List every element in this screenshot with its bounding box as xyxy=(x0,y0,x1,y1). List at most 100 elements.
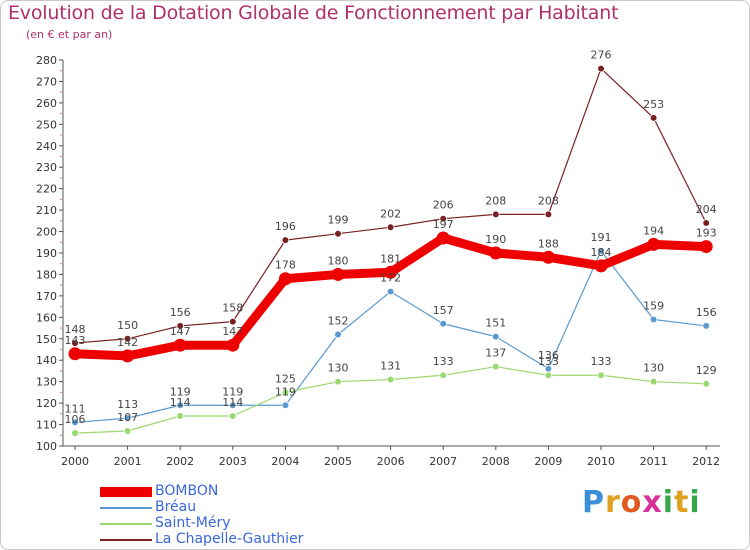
data-label-breau-2002: 119 xyxy=(170,385,191,398)
data-label-breau-2007: 157 xyxy=(433,304,454,317)
point-la-chapelle-gauthier-2002 xyxy=(176,322,185,330)
data-label-breau-2011: 159 xyxy=(643,299,664,312)
x-tick-label-2008: 2008 xyxy=(482,455,510,468)
y-tick-label-270: 270 xyxy=(36,75,57,88)
y-minor-tick-225 xyxy=(60,177,62,179)
legend-swatch-breau xyxy=(100,507,152,509)
x-tick-label-2003: 2003 xyxy=(219,455,247,468)
data-label-bombon-2002: 147 xyxy=(170,325,191,338)
point-saint-mery-2002 xyxy=(176,412,185,420)
point-breau-2004 xyxy=(281,401,290,410)
point-bombon-2005 xyxy=(331,267,345,281)
data-label-la-chapelle-gauthier-2005: 199 xyxy=(328,214,349,227)
x-tick-label-2006: 2006 xyxy=(377,455,405,468)
y-minor-tick-115 xyxy=(60,413,62,415)
data-label-bombon-2009: 188 xyxy=(538,237,559,250)
data-label-bombon-2012: 193 xyxy=(696,227,717,240)
data-label-la-chapelle-gauthier-2007: 206 xyxy=(433,199,454,212)
x-tick-label-2004: 2004 xyxy=(271,455,299,468)
x-tick-label-2009: 2009 xyxy=(534,455,562,468)
y-tick-label-180: 180 xyxy=(36,268,57,281)
data-label-breau-2000: 111 xyxy=(65,402,86,415)
point-la-chapelle-gauthier-2003 xyxy=(229,317,237,326)
y-tick-label-250: 250 xyxy=(36,118,57,131)
x-tick-label-2001: 2001 xyxy=(114,455,142,468)
data-label-bombon-2000: 143 xyxy=(65,334,86,347)
point-breau-2008 xyxy=(491,332,500,341)
data-label-la-chapelle-gauthier-2008: 208 xyxy=(485,194,506,207)
data-label-breau-2009: 136 xyxy=(538,349,559,362)
y-tick-label-110: 110 xyxy=(36,419,57,432)
y-tick-label-260: 260 xyxy=(36,97,57,110)
point-la-chapelle-gauthier-2000 xyxy=(71,339,79,347)
data-label-bombon-2010: 184 xyxy=(591,246,612,259)
point-la-chapelle-gauthier-2005 xyxy=(334,229,342,238)
point-bombon-2011 xyxy=(647,237,661,251)
point-la-chapelle-gauthier-2007 xyxy=(439,214,448,223)
x-tick-label-2000: 2000 xyxy=(61,455,89,468)
data-label-bombon-2004: 178 xyxy=(275,259,296,272)
y-minor-tick-215 xyxy=(60,198,62,201)
point-la-chapelle-gauthier-2008 xyxy=(491,210,500,219)
point-saint-mery-2000 xyxy=(71,429,79,437)
legend-swatch-la-chapelle-gauthier xyxy=(100,539,152,541)
y-minor-tick-265 xyxy=(60,91,62,93)
point-breau-2011 xyxy=(649,315,658,324)
point-la-chapelle-gauthier-2010 xyxy=(597,64,605,73)
point-bombon-2000 xyxy=(68,347,82,361)
point-saint-mery-2001 xyxy=(123,427,132,435)
data-label-bombon-2003: 147 xyxy=(222,325,243,338)
y-tick-label-220: 220 xyxy=(36,183,57,196)
point-bombon-2012 xyxy=(699,240,713,254)
y-tick-label-190: 190 xyxy=(36,247,57,260)
data-label-saint-mery-2004: 125 xyxy=(275,372,296,385)
data-label-saint-mery-2012: 129 xyxy=(696,364,717,377)
y-tick-label-100: 100 xyxy=(36,440,57,453)
data-label-breau-2004: 119 xyxy=(275,385,296,398)
point-bombon-2004 xyxy=(278,272,292,286)
y-tick-label-200: 200 xyxy=(36,226,57,239)
y-minor-tick-155 xyxy=(60,327,62,329)
point-breau-2012 xyxy=(702,322,710,330)
point-bombon-2008 xyxy=(489,246,503,260)
y-minor-tick-195 xyxy=(60,241,62,243)
y-tick-label-160: 160 xyxy=(36,311,57,324)
point-saint-mery-2011 xyxy=(649,377,658,386)
y-tick-label-280: 280 xyxy=(36,54,57,67)
data-label-la-chapelle-gauthier-2001: 150 xyxy=(117,319,138,332)
legend-label-breau: Bréau xyxy=(155,499,197,515)
y-tick-label-140: 140 xyxy=(36,354,57,367)
x-tick-label-2011: 2011 xyxy=(640,455,668,468)
point-saint-mery-2012 xyxy=(702,380,710,388)
point-la-chapelle-gauthier-2001 xyxy=(123,334,132,343)
data-label-bombon-2007: 197 xyxy=(433,218,454,231)
point-bombon-2006 xyxy=(384,265,398,279)
data-label-bombon-2011: 194 xyxy=(643,224,664,237)
data-label-saint-mery-2007: 133 xyxy=(433,355,454,368)
y-minor-tick-145 xyxy=(60,348,62,351)
y-minor-tick-245 xyxy=(60,134,62,136)
y-minor-tick-125 xyxy=(60,391,62,394)
y-minor-tick-185 xyxy=(60,263,62,265)
x-tick-label-2002: 2002 xyxy=(166,455,194,468)
data-label-saint-mery-2008: 137 xyxy=(485,347,506,360)
point-la-chapelle-gauthier-2012 xyxy=(702,219,710,227)
y-tick-label-130: 130 xyxy=(36,376,57,389)
data-label-breau-2001: 113 xyxy=(117,398,138,411)
data-label-bombon-2008: 190 xyxy=(485,233,506,246)
point-saint-mery-2006 xyxy=(386,375,395,384)
data-label-la-chapelle-gauthier-2002: 156 xyxy=(170,306,191,319)
data-label-la-chapelle-gauthier-2000: 148 xyxy=(65,323,86,336)
data-label-la-chapelle-gauthier-2003: 158 xyxy=(222,302,243,315)
data-label-saint-mery-2010: 133 xyxy=(591,355,612,368)
y-minor-tick-255 xyxy=(60,112,62,115)
x-tick-label-2012: 2012 xyxy=(692,455,720,468)
point-breau-2007 xyxy=(439,319,448,328)
data-label-saint-mery-2002: 114 xyxy=(170,396,191,409)
y-minor-tick-275 xyxy=(60,70,62,72)
point-la-chapelle-gauthier-2006 xyxy=(386,223,395,232)
point-bombon-2001 xyxy=(121,349,135,363)
y-minor-tick-105 xyxy=(60,434,62,436)
point-la-chapelle-gauthier-2004 xyxy=(281,236,290,244)
